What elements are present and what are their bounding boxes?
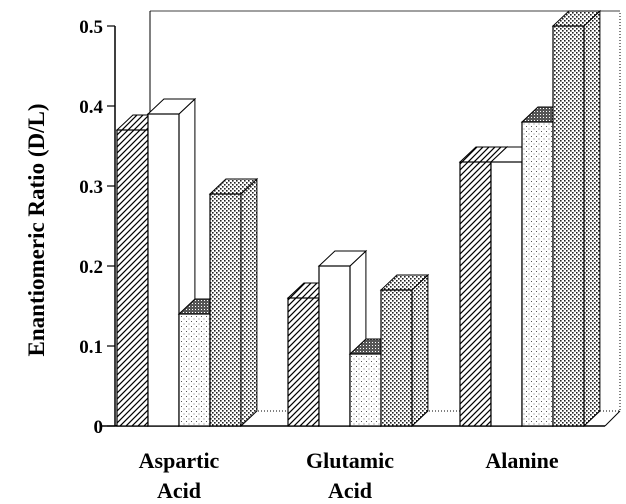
bar-front (147, 113, 180, 427)
bar-front (380, 289, 413, 427)
bar-front (459, 161, 492, 427)
bar (208, 177, 259, 428)
bar-front (178, 313, 211, 427)
x-category-label: Acid (157, 478, 201, 503)
bar-side (240, 177, 258, 428)
bar-front (209, 193, 242, 427)
bar-front (287, 297, 320, 427)
bar-side (411, 273, 429, 428)
bars (115, 9, 602, 428)
y-tick-label: 0 (94, 417, 104, 438)
y-tick-label: 0.2 (79, 257, 103, 278)
bar-front (490, 161, 523, 427)
floor-right-edge (604, 410, 621, 427)
bar (551, 9, 602, 428)
y-ticks: 0 0.1 0.2 0.3 0.4 0.5 (79, 17, 115, 438)
bar-front (116, 129, 149, 427)
bar (379, 273, 430, 428)
y-tick-label: 0.3 (79, 177, 103, 198)
x-categories: Aspartic Acid Glutamic Acid Alanine (139, 448, 559, 503)
x-category-label: Alanine (485, 448, 559, 473)
bar-front (552, 25, 585, 427)
x-category-label: Aspartic (139, 448, 220, 473)
y-axis-label: Enantiomeric Ratio (D/L) (24, 104, 49, 357)
x-category-label: Acid (328, 478, 372, 503)
y-tick-label: 0.4 (79, 97, 103, 118)
y-tick-label: 0.1 (79, 337, 103, 358)
bar-side (583, 9, 601, 428)
x-category-label: Glutamic (306, 448, 394, 473)
bar-front (318, 265, 351, 427)
bar-front (521, 121, 554, 427)
bar-front (349, 353, 382, 427)
y-tick-label: 0.5 (79, 17, 103, 38)
